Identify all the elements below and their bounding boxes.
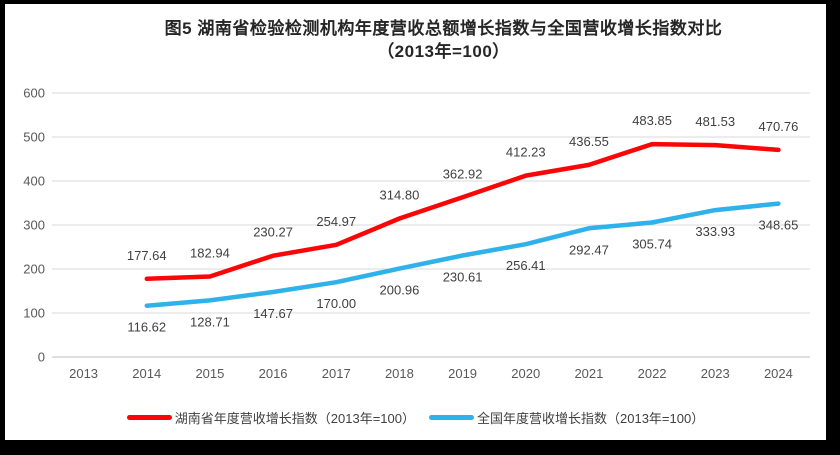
series-line (144, 201, 781, 308)
y-axis-tick-label: 100 (23, 306, 45, 321)
data-label: 483.85 (632, 113, 672, 128)
data-label: 305.74 (632, 236, 672, 251)
data-label: 230.27 (253, 225, 293, 240)
x-axis-tick-label: 2013 (69, 366, 98, 381)
legend-label: 全国年度营收增长指数（2013年=100） (477, 411, 705, 426)
legend-label: 湖南省年度营收增长指数（2013年=100） (174, 411, 415, 426)
y-axis-tick-label: 600 (23, 86, 45, 101)
legend-marker (429, 415, 474, 420)
x-axis-tick-label: 2016 (259, 366, 288, 381)
legend: 湖南省年度营收增长指数（2013年=100） 全国年度营收增长指数（2013年=1… (5, 408, 826, 427)
x-axis-tick-label: 2022 (638, 366, 667, 381)
x-axis-tick-label: 2019 (448, 366, 477, 381)
data-label: 200.96 (380, 283, 420, 298)
data-label: 254.97 (316, 214, 356, 229)
x-axis-tick-label: 2018 (385, 366, 414, 381)
data-label: 292.47 (569, 242, 609, 257)
chart-title: 图5 湖南省检验检测机构年度营收总额增长指数与全国营收增长指数对比 （2013年… (61, 17, 826, 63)
data-label: 470.76 (759, 119, 799, 134)
data-label: 348.65 (759, 218, 799, 233)
y-axis-tick-label: 500 (23, 130, 45, 145)
data-label: 182.94 (190, 246, 230, 261)
legend-item: 湖南省年度营收增长指数（2013年=100） (126, 408, 415, 427)
chart-svg: 0 100 200 300 400 500 600 2013 2014 2015 2016 2017 2… (23, 86, 810, 381)
data-label: 436.55 (569, 134, 609, 149)
legend-item: 全国年度营收增长指数（2013年=100） (429, 408, 704, 427)
data-label: 256.41 (506, 258, 546, 273)
x-axis-tick-label: 2024 (764, 366, 793, 381)
x-axis-tick-label: 2015 (195, 366, 224, 381)
data-label: 147.67 (253, 306, 293, 321)
data-label: 362.92 (443, 166, 483, 181)
x-axis-tick-label: 2020 (511, 366, 540, 381)
x-axis-tick-label: 2023 (701, 366, 730, 381)
x-axis-tick-label: 2021 (574, 366, 603, 381)
chart-frame: 0 100 200 300 400 500 600 2013 2014 2015 2016 2017 2… (5, 4, 826, 440)
x-axis-tick-label: 2017 (322, 366, 351, 381)
x-axis-tick-label: 2014 (132, 366, 161, 381)
y-axis-tick-label: 200 (23, 262, 45, 277)
data-label: 333.93 (695, 224, 735, 239)
chart-title-line1: 图5 湖南省检验检测机构年度营收总额增长指数与全国营收增长指数对比 (164, 19, 723, 38)
data-label: 230.61 (443, 270, 483, 285)
y-axis-tick-label: 0 (38, 350, 45, 365)
data-label: 412.23 (506, 145, 546, 160)
data-label: 177.64 (127, 248, 167, 263)
legend-marker (126, 415, 172, 420)
y-axis-tick-label: 300 (23, 218, 45, 233)
y-axis-tick-label: 400 (23, 174, 45, 189)
data-label: 128.71 (190, 314, 230, 329)
data-label: 481.53 (695, 114, 735, 129)
data-label: 314.80 (380, 187, 420, 202)
chart-title-line2: （2013年=100） (377, 42, 510, 61)
data-label: 116.62 (127, 320, 166, 335)
data-label: 170.00 (316, 296, 356, 311)
series-line (144, 141, 781, 282)
